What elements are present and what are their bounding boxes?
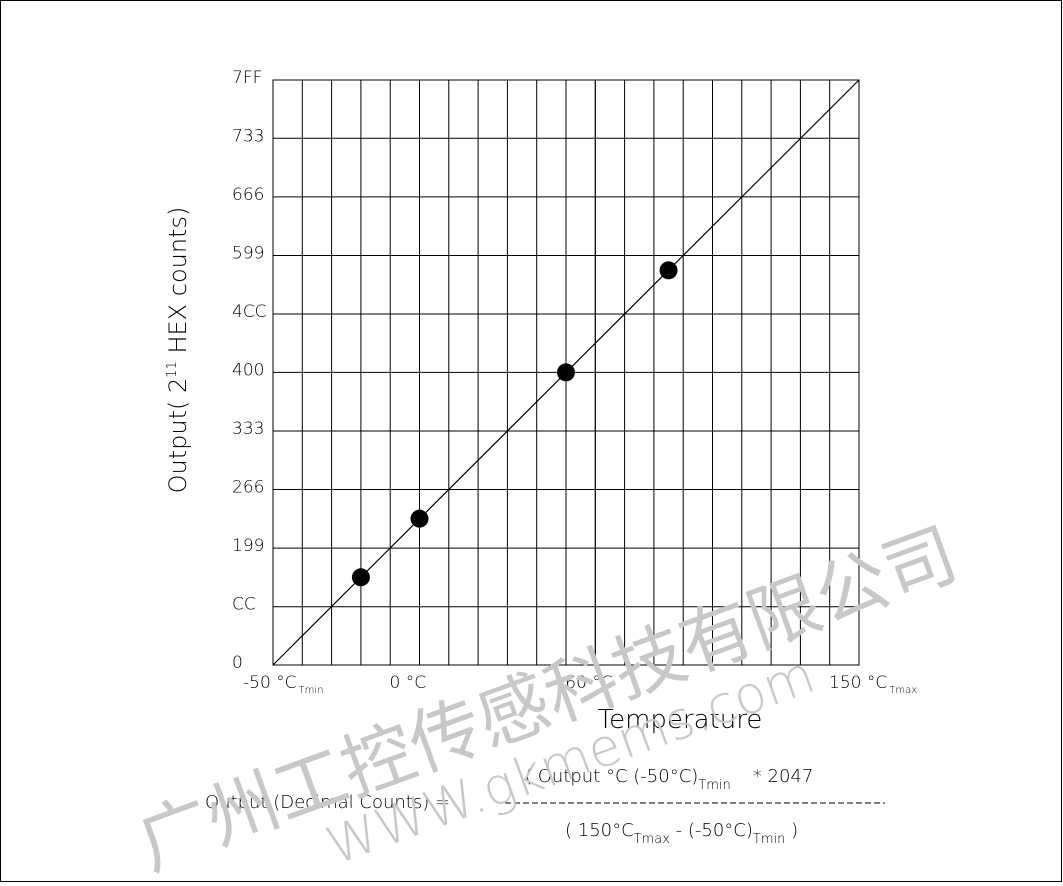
x-axis-label: Temperature [598, 705, 763, 735]
x-tick-label: 60 °C [565, 673, 612, 693]
formula-subscript: Tmin [698, 778, 730, 793]
y-tick-label: 266 [232, 478, 264, 498]
formula-text: - (-50°C) [670, 820, 753, 841]
x-tick-text: 60 °C [565, 673, 612, 693]
point [659, 261, 678, 280]
x-tick-label: 150 °C Tmax [829, 673, 917, 696]
watermark: 广州工控传感科技有限公司 WWW.gkmems.com [127, 512, 968, 886]
formula-denominator: ( 150°CTmax - (-50°C)Tmin ) [565, 820, 798, 847]
x-tick-text: 0 °C [390, 673, 427, 693]
y-label-superscript: 11 [165, 361, 180, 378]
y-label-text: Output( 2 [164, 378, 192, 494]
plot-area [272, 79, 860, 666]
formula-text: ( Output °C (-50°C) [525, 766, 698, 787]
formula-subscript: Tmax [634, 832, 670, 847]
y-tick-label: 733 [232, 126, 264, 146]
point [351, 568, 370, 587]
formula-lhs: Output (Decimal Counts) = [205, 792, 450, 813]
y-tick-label: CC [232, 595, 256, 615]
x-tick-subscript: Tmax [889, 685, 917, 696]
formula-text: ) [785, 820, 798, 841]
formula: Output (Decimal Counts) = ( Output °C (-… [205, 766, 885, 847]
x-tick-subscript: Tmin [299, 685, 324, 696]
x-tick-label: 0 °C [390, 673, 427, 693]
formula-text: ( 150°C [565, 820, 634, 841]
x-tick-text: 150 °C [829, 673, 887, 693]
y-tick-label: 4CC [232, 302, 267, 322]
y-label-text: HEX counts) [164, 207, 192, 362]
y-tick-label: 199 [232, 536, 264, 556]
y-tick-label: 400 [232, 360, 264, 380]
watermark-company: 广州工控传感科技有限公司 [127, 512, 968, 882]
point [557, 363, 575, 382]
formula-numerator: ( Output °C (-50°C)Tmin * 2047 [525, 766, 813, 793]
y-tick-label: 666 [232, 185, 264, 205]
y-tick-label: 0 [232, 653, 243, 673]
formula-subscript: Tmin [753, 832, 785, 847]
y-axis-label: Output( 211 HEX counts) [164, 207, 192, 494]
x-tick-label: -50 °C Tmin [243, 673, 324, 696]
y-tick-label: 7FF [232, 68, 262, 88]
y-tick-label: 599 [232, 243, 264, 263]
formula-text: * 2047 [753, 766, 814, 787]
point [410, 509, 429, 528]
y-tick-label: 333 [232, 419, 264, 439]
x-tick-text: -50 °C [243, 673, 297, 693]
